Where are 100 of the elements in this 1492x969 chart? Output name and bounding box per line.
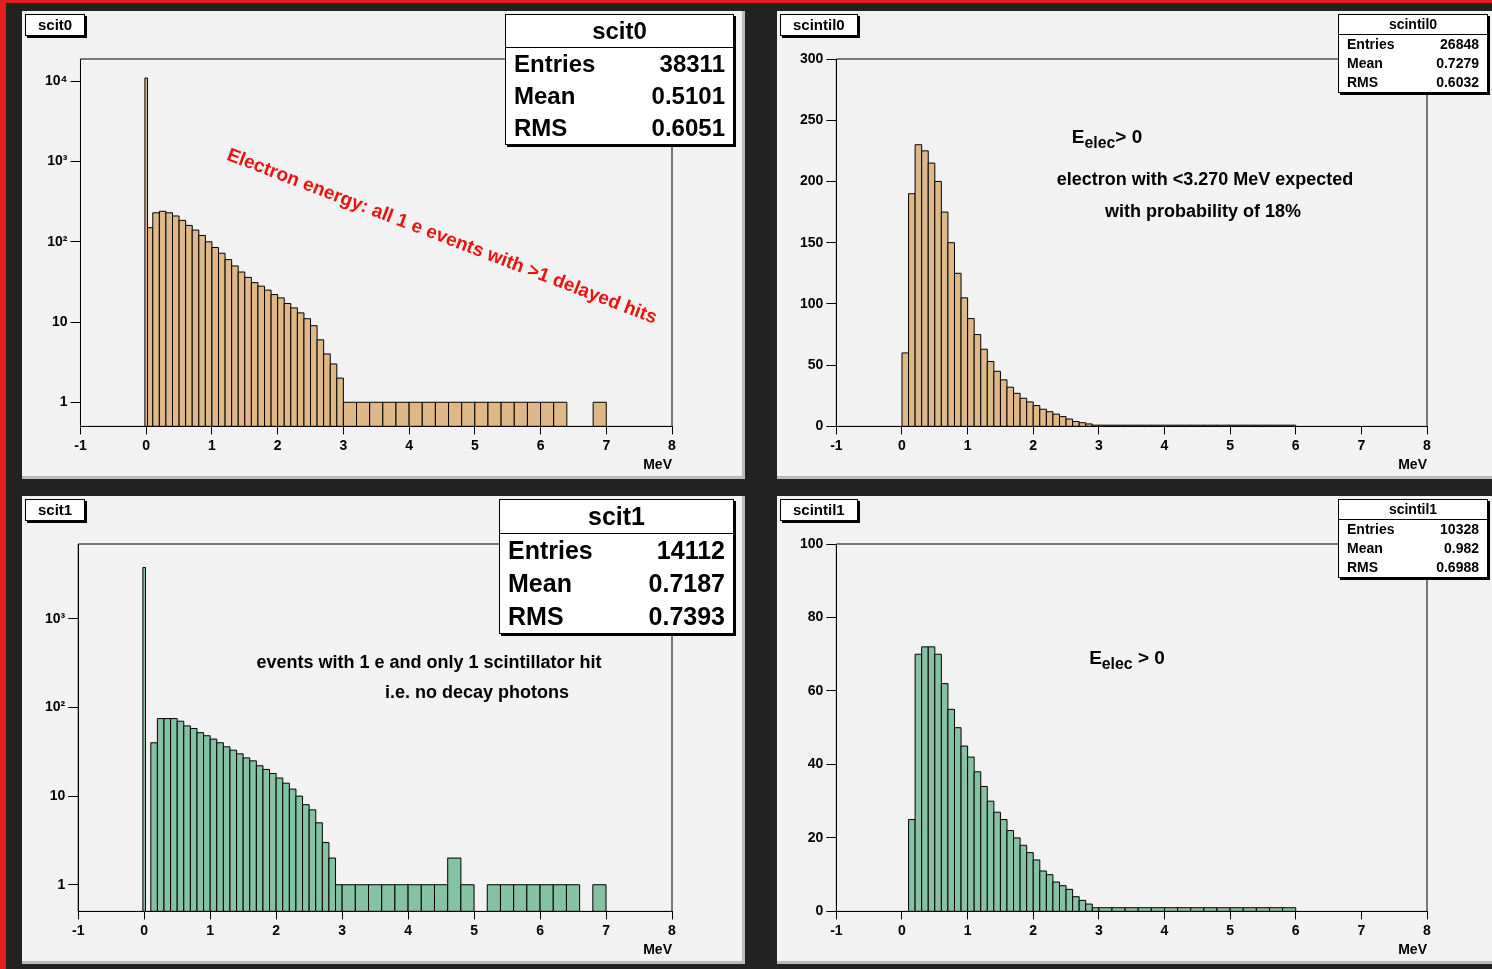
annotation: Mean (508, 568, 572, 599)
y-tick-label: 0 (815, 417, 824, 434)
x-tick-label: 5 (1226, 921, 1235, 938)
x-tick-label: 3 (1094, 436, 1103, 453)
x-tick-label: 8 (668, 921, 677, 938)
x-tick-label: 3 (339, 436, 348, 453)
y-tick-label: 50 (807, 356, 824, 373)
x-tick-label: 2 (272, 921, 281, 938)
y-tick-label: 150 (800, 233, 824, 250)
y-tick-label: 60 (807, 681, 824, 698)
y-tick-label: 1 (57, 875, 66, 892)
chart-title: scit1 (38, 501, 73, 518)
y-tick-label: 300 (800, 49, 824, 66)
chart-title: scintil0 (1388, 16, 1438, 32)
y-tick-label: 10³ (47, 152, 68, 169)
text: Entries (1347, 520, 1395, 539)
x-tick-label: 3 (338, 921, 347, 938)
x-axis-title: MeV (643, 456, 673, 473)
x-tick-label: 5 (470, 436, 479, 453)
x-tick-label: 4 (1160, 436, 1169, 453)
text: 0.7279 (1436, 54, 1479, 73)
annotation: RMS (508, 601, 564, 632)
annotation: with probability of 18% (1104, 200, 1302, 222)
x-tick-label: 7 (1357, 436, 1366, 453)
x-tick-label: -1 (830, 921, 843, 938)
chart-title: scintil1 (780, 499, 858, 521)
y-tick-label: 200 (800, 172, 824, 189)
x-tick-label: -1 (72, 921, 85, 938)
x-tick-label: 6 (1291, 436, 1300, 453)
chart-title: scit0 (38, 16, 73, 33)
chart-title: scit1 (500, 500, 733, 534)
x-tick-label: 8 (1423, 436, 1432, 453)
x-tick-label: 2 (1029, 921, 1038, 938)
x-tick-label: 4 (1160, 921, 1169, 938)
y-tick-label: 10² (45, 698, 66, 715)
annotation: Mean (514, 81, 576, 111)
x-tick-label: 7 (602, 436, 611, 453)
annotation: Entries (508, 535, 593, 566)
y-tick-label: 250 (800, 111, 824, 128)
x-tick-label: 0 (898, 436, 907, 453)
x-tick-label: 4 (404, 921, 413, 938)
x-tick-label: -1 (830, 436, 843, 453)
annotation: events with 1 e and only 1 scintillator hit (256, 651, 602, 673)
y-tick-label: 40 (807, 755, 824, 772)
y-tick-label: 1 (59, 393, 68, 410)
annotation: Mean (1347, 54, 1383, 73)
y-tick-label: 20 (807, 828, 824, 845)
y-tick-label: 10 (51, 312, 68, 329)
x-tick-label: 8 (1423, 921, 1432, 938)
x-tick-label: 5 (1226, 436, 1235, 453)
annotation: RMS (1347, 558, 1379, 577)
annotation: electron with <3.270 MeV expected (1056, 168, 1354, 190)
annotation: 0.6051 (651, 113, 725, 143)
x-tick-label: 1 (963, 436, 972, 453)
text: 0.6032 (1436, 73, 1479, 92)
text: 0.6988 (1436, 558, 1479, 577)
x-tick-label: 0 (898, 921, 907, 938)
x-tick-label: 6 (536, 921, 545, 938)
annotation: 0.7393 (648, 601, 725, 632)
text: 26848 (1440, 35, 1479, 54)
annotation: E$_{elec}$> 0 (1071, 126, 1143, 152)
x-tick-label: -1 (74, 436, 87, 453)
y-tick-label: 100 (800, 294, 824, 311)
x-tick-label: 1 (963, 921, 972, 938)
annotation: i.e. no decay photons (384, 681, 570, 703)
annotation: RMS (1347, 73, 1379, 92)
x-tick-label: 8 (668, 436, 677, 453)
annotation: 0.7187 (648, 568, 725, 599)
y-tick-label: 10³ (45, 609, 66, 626)
x-tick-label: 5 (470, 921, 479, 938)
y-tick-label: 10² (47, 232, 68, 249)
x-tick-label: 0 (142, 436, 151, 453)
text: 10328 (1440, 520, 1479, 539)
annotation: 14112 (656, 535, 725, 566)
x-tick-label: 4 (405, 436, 414, 453)
x-axis-title: MeV (1398, 941, 1428, 958)
text: Entries (1347, 35, 1395, 54)
y-tick-label: 80 (807, 608, 824, 625)
annotation: Mean (1347, 539, 1383, 558)
x-axis-title: MeV (1398, 456, 1428, 473)
x-tick-label: 2 (273, 436, 282, 453)
chart-title: scit0 (506, 15, 733, 48)
y-tick-label: 10 (49, 786, 66, 803)
y-tick-label: 100 (800, 534, 824, 551)
chart-title: scintil1 (1388, 501, 1438, 517)
x-tick-label: 1 (206, 921, 215, 938)
annotation: Entries (514, 49, 596, 79)
x-tick-label: 6 (1291, 921, 1300, 938)
text: 0.982 (1443, 539, 1479, 558)
x-axis-title: MeV (643, 941, 673, 958)
x-tick-label: 1 (208, 436, 217, 453)
x-tick-label: 7 (1357, 921, 1366, 938)
annotation: 0.5101 (651, 81, 725, 111)
annotation: RMS (514, 113, 568, 143)
annotation: 38311 (659, 49, 725, 79)
annotation: E$_{elec}$ > 0 (1089, 647, 1165, 673)
x-tick-label: 3 (1094, 921, 1103, 938)
chart-title: scintil0 (780, 14, 858, 36)
x-tick-label: 2 (1029, 436, 1038, 453)
x-tick-label: 7 (602, 921, 611, 938)
